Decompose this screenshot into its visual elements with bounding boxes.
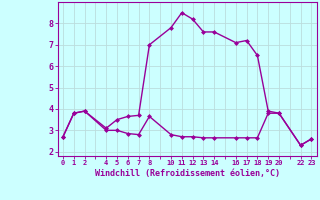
X-axis label: Windchill (Refroidissement éolien,°C): Windchill (Refroidissement éolien,°C) (95, 169, 280, 178)
